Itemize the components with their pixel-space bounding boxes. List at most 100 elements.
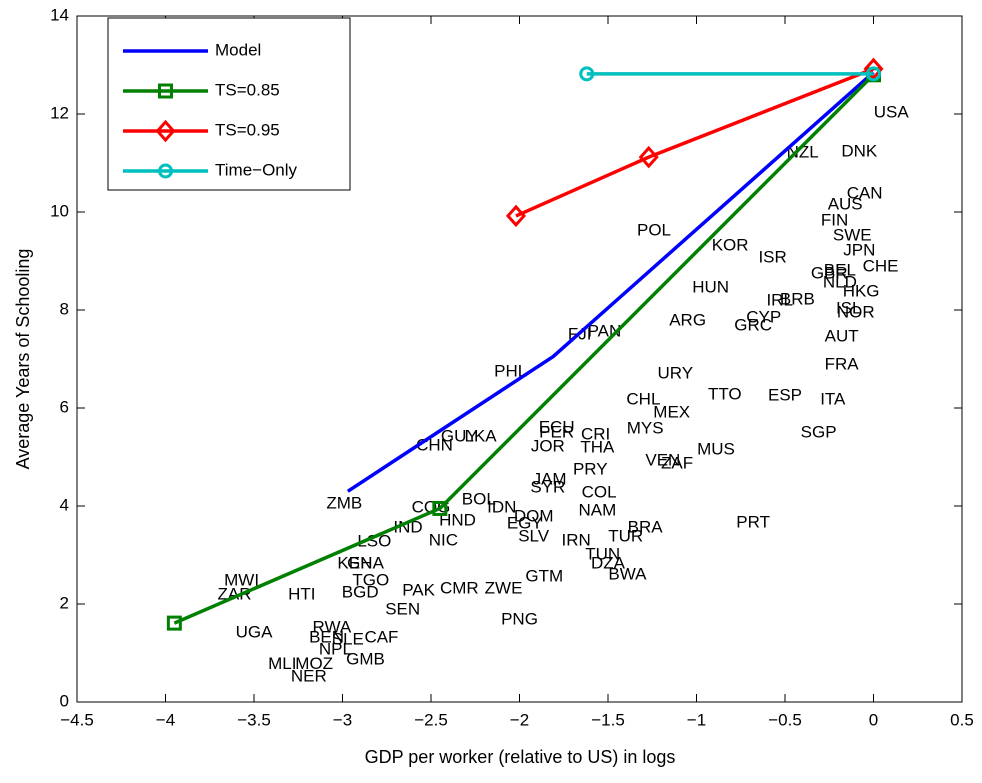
point-label: NIC — [429, 530, 458, 549]
point-label: ZWE — [485, 578, 523, 597]
point-label: PRT — [736, 513, 770, 532]
point-label: BEL — [824, 260, 856, 279]
legend-marker — [155, 119, 176, 143]
point-label: ARG — [669, 310, 706, 329]
legend-marker — [158, 163, 173, 179]
point-label: TTO — [708, 384, 742, 403]
point-label: MLI — [268, 654, 296, 673]
x-tick-label: −0.5 — [768, 710, 802, 729]
point-label: NZL — [787, 143, 819, 162]
point-label: CHN — [416, 436, 453, 455]
point-label: IND — [393, 518, 422, 537]
x-tick-label: −4 — [156, 710, 175, 729]
point-label: SLV — [518, 526, 550, 545]
point-label: EGY — [507, 514, 543, 533]
point-label: THA — [580, 438, 615, 457]
point-label: TUN — [585, 544, 620, 563]
point-label: GRC — [734, 316, 772, 335]
point-label: AUT — [825, 326, 859, 345]
point-label: MUS — [697, 440, 735, 459]
point-label: ZAF — [661, 453, 693, 472]
point-label: GTM — [525, 567, 563, 586]
point-label: HND — [439, 511, 476, 530]
point-label: BRA — [628, 518, 664, 537]
y-tick-label: 0 — [60, 691, 69, 710]
marker — [863, 57, 884, 81]
point-label: NOR — [837, 302, 875, 321]
marker — [579, 66, 595, 82]
point-label: SLE — [332, 629, 364, 648]
point-label: FRA — [825, 354, 860, 373]
y-tick-label: 14 — [50, 5, 69, 24]
x-tick-label: −2 — [510, 710, 529, 729]
y-tick-label: 12 — [50, 103, 69, 122]
point-label: TGO — [352, 570, 389, 589]
point-label: GHA — [347, 553, 385, 572]
y-tick-label: 6 — [60, 397, 69, 416]
point-label: SGP — [801, 422, 837, 441]
point-label: HUN — [692, 277, 729, 296]
point-label: DNK — [841, 142, 878, 161]
x-tick-label: −2.5 — [414, 710, 448, 729]
point-label: BEN — [309, 627, 344, 646]
point-label: NPL — [319, 640, 352, 659]
point-label: MYS — [627, 419, 664, 438]
point-label: CAF — [364, 627, 398, 646]
point-label: PAK — [402, 580, 435, 599]
point-label: ISL — [836, 299, 862, 318]
point-label: IDN — [487, 497, 516, 516]
point-label: KOR — [712, 235, 749, 254]
x-tick-label: −3.5 — [237, 710, 271, 729]
x-tick-label: 0.5 — [950, 710, 974, 729]
legend-box — [107, 17, 351, 191]
marker — [166, 615, 182, 631]
y-tick-label: 4 — [60, 495, 69, 514]
point-label: VEN — [645, 450, 680, 469]
legend: Model TS=0.85 TS=0.95 Time−Only — [107, 17, 351, 191]
point-label: SYR — [530, 477, 565, 496]
y-tick-label: 2 — [60, 593, 69, 612]
point-label: BWA — [608, 565, 647, 584]
marker — [505, 204, 526, 228]
y-tick-label: 8 — [60, 299, 69, 318]
point-label: AUS — [828, 195, 863, 214]
point-label: BGD — [342, 583, 379, 602]
point-label: FIN — [821, 210, 848, 229]
point-label: LKA — [464, 426, 497, 445]
point-label: MWI — [224, 570, 259, 589]
x-tick-label: −1 — [687, 710, 706, 729]
point-label: JOR — [531, 437, 565, 456]
point-label: SEN — [385, 599, 420, 618]
legend-label: Model — [215, 40, 261, 59]
point-label: PHL — [494, 362, 527, 381]
point-label: UGA — [236, 622, 274, 641]
point-label: LSO — [357, 531, 391, 550]
point-label: ECU — [539, 418, 575, 437]
point-label: CRI — [581, 424, 610, 443]
point-label: BRB — [780, 290, 815, 309]
point-label: DZA — [591, 553, 626, 572]
point-label: HTI — [288, 585, 315, 604]
marker — [432, 500, 448, 516]
point-label: CHE — [863, 256, 899, 275]
point-label: URY — [657, 364, 693, 383]
plot-frame — [76, 15, 963, 703]
point-label: CYP — [746, 307, 781, 326]
x-tick-label: −1.5 — [591, 710, 625, 729]
point-label: GBR — [811, 264, 848, 283]
point-label: MEX — [653, 402, 690, 421]
point-label: DOM — [514, 506, 554, 525]
point-label: TUR — [608, 526, 643, 545]
legend-label: TS=0.95 — [215, 120, 280, 139]
point-label: PRY — [573, 460, 608, 479]
x-axis-label: GDP per worker (relative to US) in logs — [365, 747, 676, 767]
x-tick-label: −3 — [333, 710, 352, 729]
marker — [866, 66, 881, 82]
point-label: PNG — [501, 610, 538, 629]
point-label: POL — [637, 221, 671, 240]
point-label: BOL — [462, 490, 496, 509]
point-label: ITA — [820, 390, 846, 409]
legend-label: TS=0.85 — [215, 80, 280, 99]
x-tick-label: 0 — [869, 710, 878, 729]
series-line — [173, 73, 875, 625]
